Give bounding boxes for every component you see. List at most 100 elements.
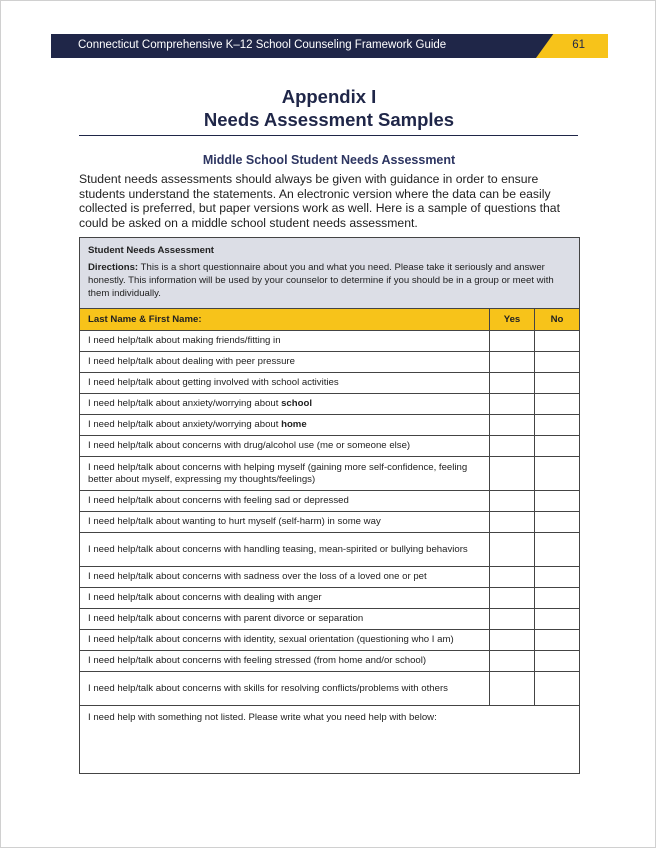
no-checkbox-cell[interactable] bbox=[534, 532, 580, 567]
no-checkbox-cell[interactable] bbox=[534, 650, 580, 672]
question-label: I need help/talk about concerns with fee… bbox=[88, 655, 427, 666]
question-label: I need help/talk about concerns with par… bbox=[88, 613, 364, 624]
table-header: Student Needs Assessment Directions: Thi… bbox=[79, 237, 580, 309]
yes-checkbox-cell[interactable] bbox=[489, 566, 535, 588]
directions-label: Directions: bbox=[88, 262, 139, 273]
yes-checkbox-cell[interactable] bbox=[489, 608, 535, 630]
no-checkbox-cell[interactable] bbox=[534, 608, 580, 630]
yes-checkbox-cell[interactable] bbox=[489, 587, 535, 609]
question-label: I need help/talk about anxiety/worrying … bbox=[88, 398, 282, 409]
table-row: I need help/talk about concerns with ide… bbox=[79, 629, 580, 651]
no-checkbox-cell[interactable] bbox=[534, 372, 580, 394]
yes-checkbox-cell[interactable] bbox=[489, 511, 535, 533]
table-row: I need help/talk about concerns with han… bbox=[79, 532, 580, 567]
question-text: I need help/talk about concerns with sad… bbox=[79, 566, 490, 588]
no-checkbox-cell[interactable] bbox=[534, 456, 580, 491]
guide-title: Connecticut Comprehensive K–12 School Co… bbox=[78, 39, 447, 51]
question-text: I need help/talk about concerns with ide… bbox=[79, 629, 490, 651]
question-text: I need help/talk about dealing with peer… bbox=[79, 351, 490, 373]
question-text: I need help/talk about concerns with par… bbox=[79, 608, 490, 630]
question-label: I need help/talk about wanting to hurt m… bbox=[88, 516, 381, 527]
no-checkbox-cell[interactable] bbox=[534, 490, 580, 512]
question-label: I need help/talk about concerns with ski… bbox=[88, 682, 448, 694]
yes-checkbox-cell[interactable] bbox=[489, 490, 535, 512]
no-checkbox-cell[interactable] bbox=[534, 671, 580, 706]
appendix-title: Appendix I bbox=[281, 86, 377, 107]
question-label: I need help/talk about dealing with peer… bbox=[88, 356, 295, 367]
table-row: I need help/talk about concerns with par… bbox=[79, 608, 580, 630]
other-needs-label: I need help with something not listed. P… bbox=[88, 712, 437, 723]
question-label: I need help/talk about making friends/fi… bbox=[88, 335, 281, 346]
no-checkbox-cell[interactable] bbox=[534, 330, 580, 352]
question-label: I need help/talk about concerns with dea… bbox=[88, 592, 322, 603]
yes-checkbox-cell[interactable] bbox=[489, 671, 535, 706]
needs-assessment-table: Student Needs Assessment Directions: Thi… bbox=[79, 237, 580, 774]
question-text: I need help/talk about making friends/fi… bbox=[79, 330, 490, 352]
table-row: I need help/talk about concerns with dru… bbox=[79, 435, 580, 457]
page-title: Needs Assessment Samples bbox=[203, 109, 455, 130]
no-checkbox-cell[interactable] bbox=[534, 511, 580, 533]
question-text: I need help/talk about wanting to hurt m… bbox=[79, 511, 490, 533]
page-number: 61 bbox=[572, 39, 585, 51]
no-checkbox-cell[interactable] bbox=[534, 414, 580, 436]
section-subtitle: Middle School Student Needs Assessment bbox=[202, 153, 456, 167]
question-text: I need help/talk about concerns with dru… bbox=[79, 435, 490, 457]
yes-checkbox-cell[interactable] bbox=[489, 393, 535, 415]
directions: Directions: This is a short questionnair… bbox=[88, 261, 571, 300]
table-row: I need help/talk about wanting to hurt m… bbox=[79, 511, 580, 533]
no-checkbox-cell[interactable] bbox=[534, 435, 580, 457]
intro-paragraph: Student needs assessments should always … bbox=[79, 172, 560, 230]
table-row: I need help/talk about concerns with fee… bbox=[79, 490, 580, 512]
table-row: I need help/talk about making friends/fi… bbox=[79, 330, 580, 352]
table-row: I need help/talk about anxiety/worrying … bbox=[79, 393, 580, 415]
directions-text: This is a short questionnaire about you … bbox=[88, 262, 554, 299]
yes-checkbox-cell[interactable] bbox=[489, 532, 535, 567]
yes-checkbox-cell[interactable] bbox=[489, 650, 535, 672]
table-row: I need help/talk about dealing with peer… bbox=[79, 351, 580, 373]
title-divider bbox=[79, 135, 578, 136]
table-row: I need help/talk about anxiety/worrying … bbox=[79, 414, 580, 436]
column-header-row: Last Name & First Name: Yes No bbox=[79, 308, 580, 331]
no-checkbox-cell[interactable] bbox=[534, 393, 580, 415]
name-column-header: Last Name & First Name: bbox=[79, 308, 490, 331]
question-text: I need help/talk about concerns with dea… bbox=[79, 587, 490, 609]
other-needs-field[interactable]: I need help with something not listed. P… bbox=[79, 705, 580, 774]
question-label: I need help/talk about concerns with sad… bbox=[88, 571, 427, 582]
no-checkbox-cell[interactable] bbox=[534, 566, 580, 588]
question-text: I need help/talk about getting involved … bbox=[79, 372, 490, 394]
table-row: I need help/talk about concerns with hel… bbox=[79, 456, 580, 491]
question-text: I need help/talk about anxiety/worrying … bbox=[79, 414, 490, 436]
yes-checkbox-cell[interactable] bbox=[489, 330, 535, 352]
table-heading: Student Needs Assessment bbox=[88, 245, 215, 256]
question-label: I need help/talk about concerns with han… bbox=[88, 543, 468, 555]
yes-checkbox-cell[interactable] bbox=[489, 372, 535, 394]
question-label: I need help/talk about concerns with fee… bbox=[88, 495, 349, 506]
yes-checkbox-cell[interactable] bbox=[489, 456, 535, 491]
no-checkbox-cell[interactable] bbox=[534, 629, 580, 651]
question-label: I need help/talk about concerns with hel… bbox=[88, 461, 468, 485]
no-column-header: No bbox=[534, 308, 580, 331]
table-row: I need help/talk about getting involved … bbox=[79, 372, 580, 394]
question-label: I need help/talk about anxiety/worrying … bbox=[88, 419, 282, 430]
yes-checkbox-cell[interactable] bbox=[489, 435, 535, 457]
no-checkbox-cell[interactable] bbox=[534, 587, 580, 609]
yes-checkbox-cell[interactable] bbox=[489, 414, 535, 436]
question-emphasis: school bbox=[281, 398, 312, 409]
question-text: I need help/talk about anxiety/worrying … bbox=[79, 393, 490, 415]
table-row: I need help/talk about concerns with sad… bbox=[79, 566, 580, 588]
question-label: I need help/talk about concerns with dru… bbox=[88, 440, 411, 451]
question-text: I need help/talk about concerns with hel… bbox=[79, 456, 490, 491]
yes-checkbox-cell[interactable] bbox=[489, 351, 535, 373]
table-row: I need help/talk about concerns with fee… bbox=[79, 650, 580, 672]
question-label: I need help/talk about concerns with ide… bbox=[88, 634, 454, 645]
table-row: I need help/talk about concerns with dea… bbox=[79, 587, 580, 609]
question-emphasis: home bbox=[281, 419, 307, 430]
question-text: I need help/talk about concerns with fee… bbox=[79, 490, 490, 512]
running-header: Connecticut Comprehensive K–12 School Co… bbox=[51, 34, 608, 58]
yes-checkbox-cell[interactable] bbox=[489, 629, 535, 651]
question-label: I need help/talk about getting involved … bbox=[88, 377, 339, 388]
other-needs-row: I need help with something not listed. P… bbox=[79, 705, 580, 774]
question-text: I need help/talk about concerns with fee… bbox=[79, 650, 490, 672]
no-checkbox-cell[interactable] bbox=[534, 351, 580, 373]
